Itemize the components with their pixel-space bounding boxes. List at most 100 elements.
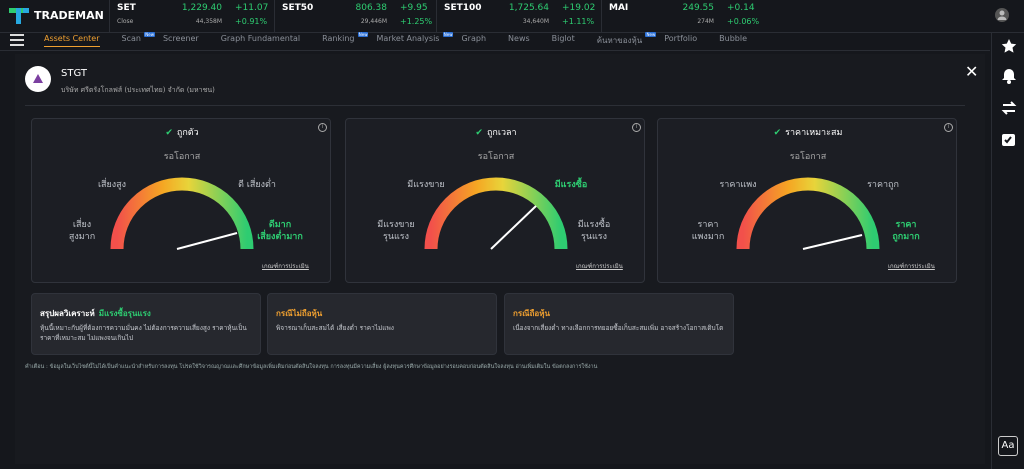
ticker-separator [274, 0, 275, 32]
ticker-change: +11.07 [235, 3, 269, 13]
label-bottom-left: มีแรงขาย รุนแรง [377, 220, 415, 242]
star-icon[interactable] [1001, 38, 1017, 54]
gauge-title-row: ✔ ราคาเหมาะสม [658, 125, 958, 139]
label-top-right: ดี เสี่ยงต่ำ [238, 180, 276, 190]
nav-item[interactable]: ค้นหาของหุ้น New [597, 32, 657, 47]
disclaimer: คำเตือน : ข้อมูลในเว็บไซต์นี้ไม่ได้เป็นค… [25, 364, 598, 370]
swap-icon[interactable] [1001, 100, 1017, 116]
nav-item[interactable]: Ranking New [322, 32, 369, 47]
summary-text: เนื่องจากเสี่ยงต่ำ ทางเลือกการทยอยซื้อเก… [513, 324, 724, 332]
gauge-status: รอโอกาส [163, 152, 201, 162]
summary-title-row: กรณีไม่ถือหุ้น [276, 307, 322, 320]
nav-item[interactable]: Assets Center [44, 34, 100, 47]
gauge-card: ✔ ถูกตัว i รอโอกาส เสี่ยงสูง ดี เสี่ยงต่ำ เสี… [31, 118, 331, 283]
sidebar: Aa [991, 32, 1024, 469]
gauge-card: ✔ ถูกเวลา i รอโอกาส มีแรงขาย มีแรงซื้อ มีแรงข… [345, 118, 645, 283]
summary-card: กรณีไม่ถือหุ้นพิจารณาเก็บสะสมได้ เสี่ยงต… [267, 293, 497, 355]
label-top-left: มีแรงขาย [407, 180, 445, 190]
divider [25, 105, 965, 106]
ticker-name: MAI [609, 3, 629, 13]
font-size-button[interactable]: Aa [998, 436, 1018, 456]
summary-card: กรณีถือหุ้นเนื่องจากเสี่ยงต่ำ ทางเลือกกา… [504, 293, 734, 355]
gauge-title-row: ✔ ถูกเวลา [346, 125, 646, 139]
menu-icon[interactable] [10, 34, 24, 46]
ticker-percent: +1.11% [562, 17, 595, 26]
checklist-icon[interactable] [1001, 132, 1017, 148]
summary-title-row: สรุปผลวิเคราะห์ มีแรงซื้อรุนแรง [40, 307, 151, 320]
gauge-status: รอโอกาส [477, 152, 515, 162]
nav-item[interactable]: Graph [461, 34, 486, 47]
nav-bar: Assets Center Scan New Screener Graph Fundam… [0, 32, 990, 51]
criteria-link[interactable]: เกณฑ์การประเมิน [262, 263, 309, 270]
ticker-volume: 29,446M [360, 18, 387, 25]
gauge-title: ถูกเวลา [486, 128, 517, 138]
label-bottom-left: ราคา แพงมาก [691, 220, 725, 242]
nav-item[interactable]: Screener [163, 34, 199, 47]
nav-item[interactable]: News [508, 34, 530, 47]
summary-title: กรณีไม่ถือหุ้น [276, 309, 323, 318]
gauge-status: รอโอกาส [789, 152, 827, 162]
check-mark: ✔ [475, 128, 483, 138]
nav-label: Portfolio [664, 34, 698, 43]
nav-item[interactable]: Portfolio [664, 34, 697, 47]
nav-label: Scan [121, 34, 141, 43]
nav-label: Ranking [322, 34, 355, 43]
summary-title: กรณีถือหุ้น [513, 309, 550, 318]
ticker-volume: 44,358M [195, 18, 222, 25]
nav-label: Graph [461, 34, 487, 43]
summary-title: สรุปผลวิเคราะห์ [40, 309, 95, 318]
ticker-percent: +0.06% [727, 17, 760, 26]
ticker-price: 249.55 [682, 3, 715, 13]
nav-label: News [508, 34, 530, 43]
gauge-card: ✔ ราคาเหมาะสม i รอโอกาส ราคาแพง ราคาถูกราคา … [657, 118, 957, 283]
nav-item[interactable]: Market Analysis New [376, 32, 454, 47]
nav-label: Assets Center [44, 34, 100, 43]
info-icon[interactable]: i [632, 123, 641, 132]
info-icon[interactable]: i [944, 123, 953, 132]
label-bottom-right: มีแรงซื้อ รุนแรง [577, 220, 611, 242]
nav-item[interactable]: Bubble [719, 34, 747, 47]
ticker-change: +19.02 [562, 3, 596, 13]
ticker-change: +9.95 [400, 3, 428, 13]
summary-text: หุ้นนี้เหมาะกับผู้ที่ต้องการความมั่นคง ไ… [40, 324, 247, 342]
summary-highlight: มีแรงซื้อรุนแรง [98, 309, 151, 318]
label-bottom-right: ดีมาก เสี่ยงต่ำมาก [257, 220, 303, 242]
gauge [736, 177, 880, 250]
label-bottom-left: เสี่ยง สูงมาก [68, 220, 96, 242]
nav-item[interactable]: Scan New [121, 32, 155, 47]
summary-text: พิจารณาเก็บสะสมได้ เสี่ยงต่ำ ราคาไม่แพง [276, 324, 394, 332]
top-bar: TRADEMAN SET 1,229.40 +11.07 Close 44,358M +0… [0, 0, 1024, 33]
label-top-right: ราคาถูก [867, 180, 899, 190]
ticker-name: SET [117, 3, 136, 13]
ticker-volume: 34,640M [522, 18, 549, 25]
check-mark: ✔ [165, 128, 173, 138]
summary-title-row: กรณีถือหุ้น [513, 307, 550, 320]
ticker-status: Close [117, 18, 134, 25]
close-button[interactable]: ✕ [965, 62, 979, 81]
new-badge: New [442, 32, 454, 37]
user-icon[interactable] [995, 8, 1009, 22]
nav-item[interactable]: Biglot [552, 34, 575, 47]
ticker-percent: +1.25% [400, 17, 433, 26]
info-icon[interactable]: i [318, 123, 327, 132]
stock-logo [25, 66, 51, 92]
nav-label: Bubble [719, 34, 747, 43]
logo-text: TRADEMAN [34, 9, 104, 22]
gauge [424, 177, 568, 250]
ticker-name: SET50 [282, 3, 314, 13]
ticker-separator [601, 0, 602, 32]
ticker-separator [436, 0, 437, 32]
check-mark: ✔ [773, 128, 782, 138]
nav-item[interactable]: Graph Fundamental [221, 34, 300, 47]
bell-icon[interactable] [1001, 68, 1017, 84]
ticker-price: 806.38 [355, 3, 388, 13]
ticker-change: +0.14 [727, 3, 755, 13]
label-top-left: ราคาแพง [719, 180, 757, 190]
criteria-link[interactable]: เกณฑ์การประเมิน [576, 263, 623, 270]
logo-icon [9, 8, 29, 24]
company-name: บริษัท ศรีตรังโกลฟส์ (ประเทศไทย) จำกัด (… [61, 86, 215, 94]
ticker-price: 1,229.40 [181, 3, 222, 13]
new-badge: New [357, 32, 369, 37]
criteria-link[interactable]: เกณฑ์การประเมิน [888, 263, 935, 270]
